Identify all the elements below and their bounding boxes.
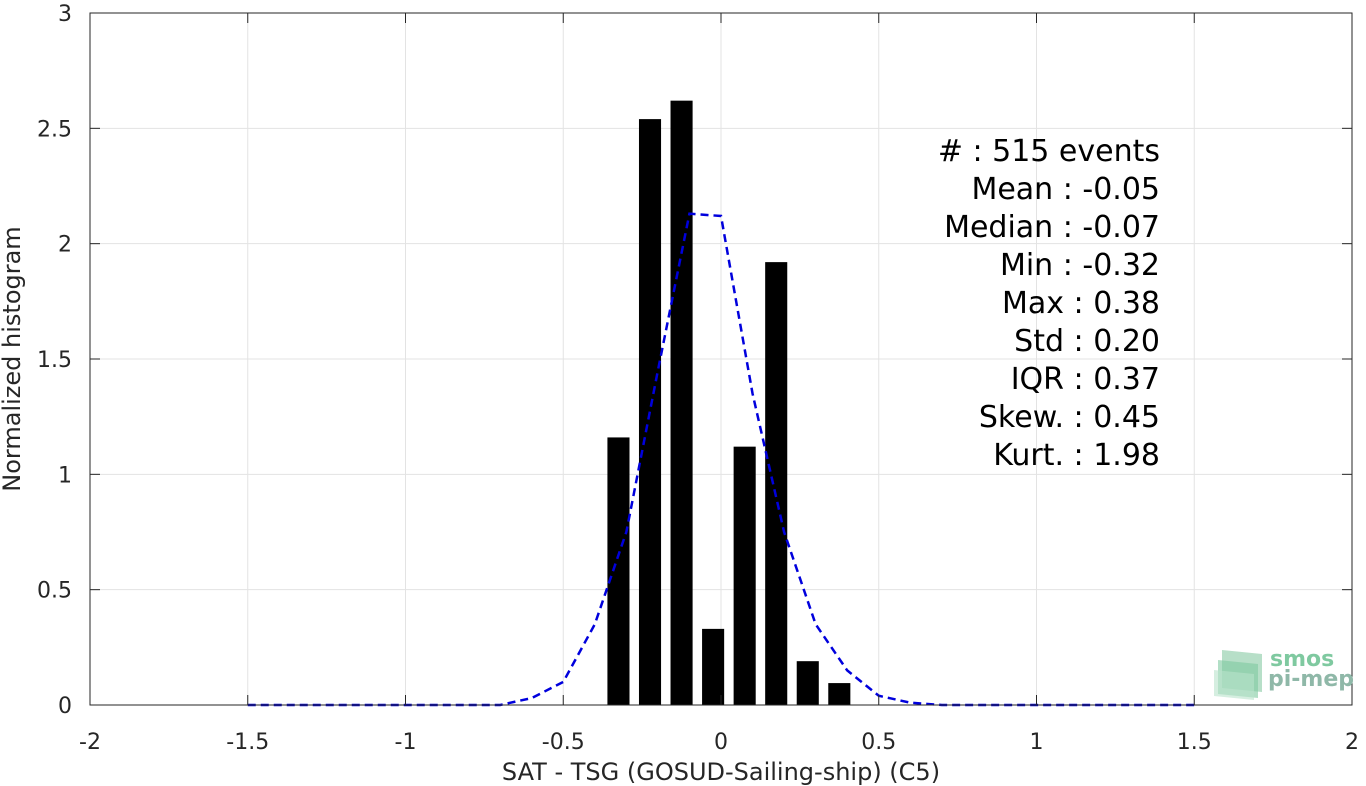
stats-line: # : 515 events <box>938 134 1160 169</box>
y-tick-label: 2.5 <box>37 117 72 142</box>
histogram-bar <box>702 628 725 705</box>
logo-mark-icon <box>1214 650 1262 700</box>
y-tick-label: 0 <box>58 694 72 719</box>
stats-line: IQR : 0.37 <box>1011 362 1160 397</box>
stats-line: Max : 0.38 <box>1002 286 1160 321</box>
x-tick-label: -0.5 <box>542 730 585 755</box>
y-tick-label: 3 <box>58 2 72 27</box>
stats-line: Median : -0.07 <box>944 210 1160 245</box>
stats-line: Kurt. : 1.98 <box>993 438 1160 473</box>
histogram-bar <box>607 437 630 705</box>
histogram-bar <box>828 683 851 705</box>
stats-line: Skew. : 0.45 <box>979 400 1160 435</box>
histogram-bar <box>670 100 693 706</box>
x-tick-label: -2 <box>79 730 101 755</box>
x-tick-label: 0.5 <box>861 730 896 755</box>
y-tick-label: 1 <box>58 463 72 488</box>
x-tick-labels: -2 -1.5 -1 -0.5 0 0.5 1 1.5 2 <box>79 730 1359 755</box>
histogram-bar <box>765 262 788 705</box>
y-tick-label: 2 <box>58 233 72 258</box>
x-tick-label: 2 <box>1345 730 1359 755</box>
y-tick-labels: 0 0.5 1 1.5 2 2.5 3 <box>37 2 72 719</box>
x-tick-label: -1.5 <box>226 730 269 755</box>
stats-line: Std : 0.20 <box>1014 324 1160 359</box>
y-axis-label: Normalized histogram <box>0 226 26 491</box>
x-tick-label: 1.5 <box>1177 730 1212 755</box>
axis-ticks <box>89 12 1353 706</box>
smos-pimep-logo: smos pi-mep <box>1214 647 1354 700</box>
histogram-bars <box>607 100 851 706</box>
grid-lines <box>89 12 1353 706</box>
y-tick-label: 0.5 <box>37 579 72 604</box>
x-tick-label: 0 <box>714 730 728 755</box>
stats-line: Mean : -0.05 <box>971 172 1160 207</box>
histogram-bar <box>796 661 819 705</box>
logo-text-pimep: pi-mep <box>1268 667 1354 692</box>
x-axis-label: SAT - TSG (GOSUD-Sailing-ship) (C5) <box>502 758 940 786</box>
x-tick-label: -1 <box>395 730 417 755</box>
histogram-bar <box>733 446 756 705</box>
x-tick-label: 1 <box>1030 730 1044 755</box>
stats-line: Min : -0.32 <box>1000 248 1160 283</box>
logo-text-smos: smos <box>1270 647 1334 672</box>
y-tick-label: 1.5 <box>37 348 72 373</box>
